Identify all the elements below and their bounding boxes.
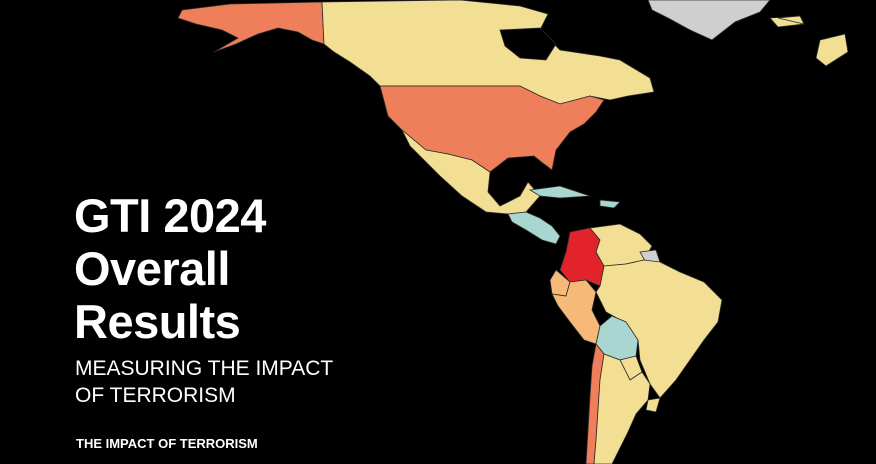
cuba [528,185,621,209]
title-line: Results [74,295,240,348]
map [177,0,849,464]
canada [321,0,655,105]
subtitle-line: MEASURING THE IMPACT [75,357,333,380]
central-america [507,211,561,245]
uruguay [645,397,661,413]
peru [551,279,601,345]
argentina [593,353,651,464]
subtitle-line: OF TERRORISM [75,384,236,407]
canada-islands [777,15,849,67]
mexico [401,129,541,215]
canada-bay [499,27,557,61]
footer: THE IMPACT OF TERRORISM [76,436,258,451]
title-line: Overall [74,242,230,295]
brazil [595,259,723,399]
greenland [647,0,771,41]
title-line: GTI 2024 [74,189,266,242]
